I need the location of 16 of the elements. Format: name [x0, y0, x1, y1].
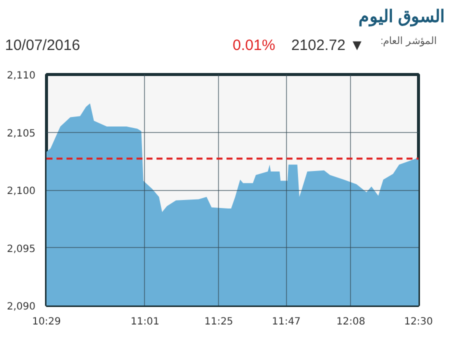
text: 10/07/2016 [5, 36, 80, 56]
text: المؤشر العام: [380, 35, 437, 50]
x-tick-label: 11:25 [204, 316, 234, 328]
y-tick-label: 2,095 [6, 244, 36, 255]
y-tick-label: 2,100 [6, 186, 36, 197]
x-tick-label: 12:30 [404, 316, 433, 328]
x-tick-label: 10:29 [32, 316, 61, 328]
text: 0.01% [232, 36, 276, 56]
chart-title: السوق اليوم [357, 6, 445, 28]
x-tick-label: 11:01 [130, 316, 160, 328]
x-tick-label: 12:08 [336, 316, 366, 328]
y-tick-label: 2,090 [6, 302, 36, 312]
y-tick-label: 2,110 [6, 70, 36, 82]
x-tick-label: 11:47 [272, 316, 301, 328]
text: 2102.72 ▼ [291, 36, 364, 56]
y-tick-label: 2,105 [6, 128, 36, 140]
